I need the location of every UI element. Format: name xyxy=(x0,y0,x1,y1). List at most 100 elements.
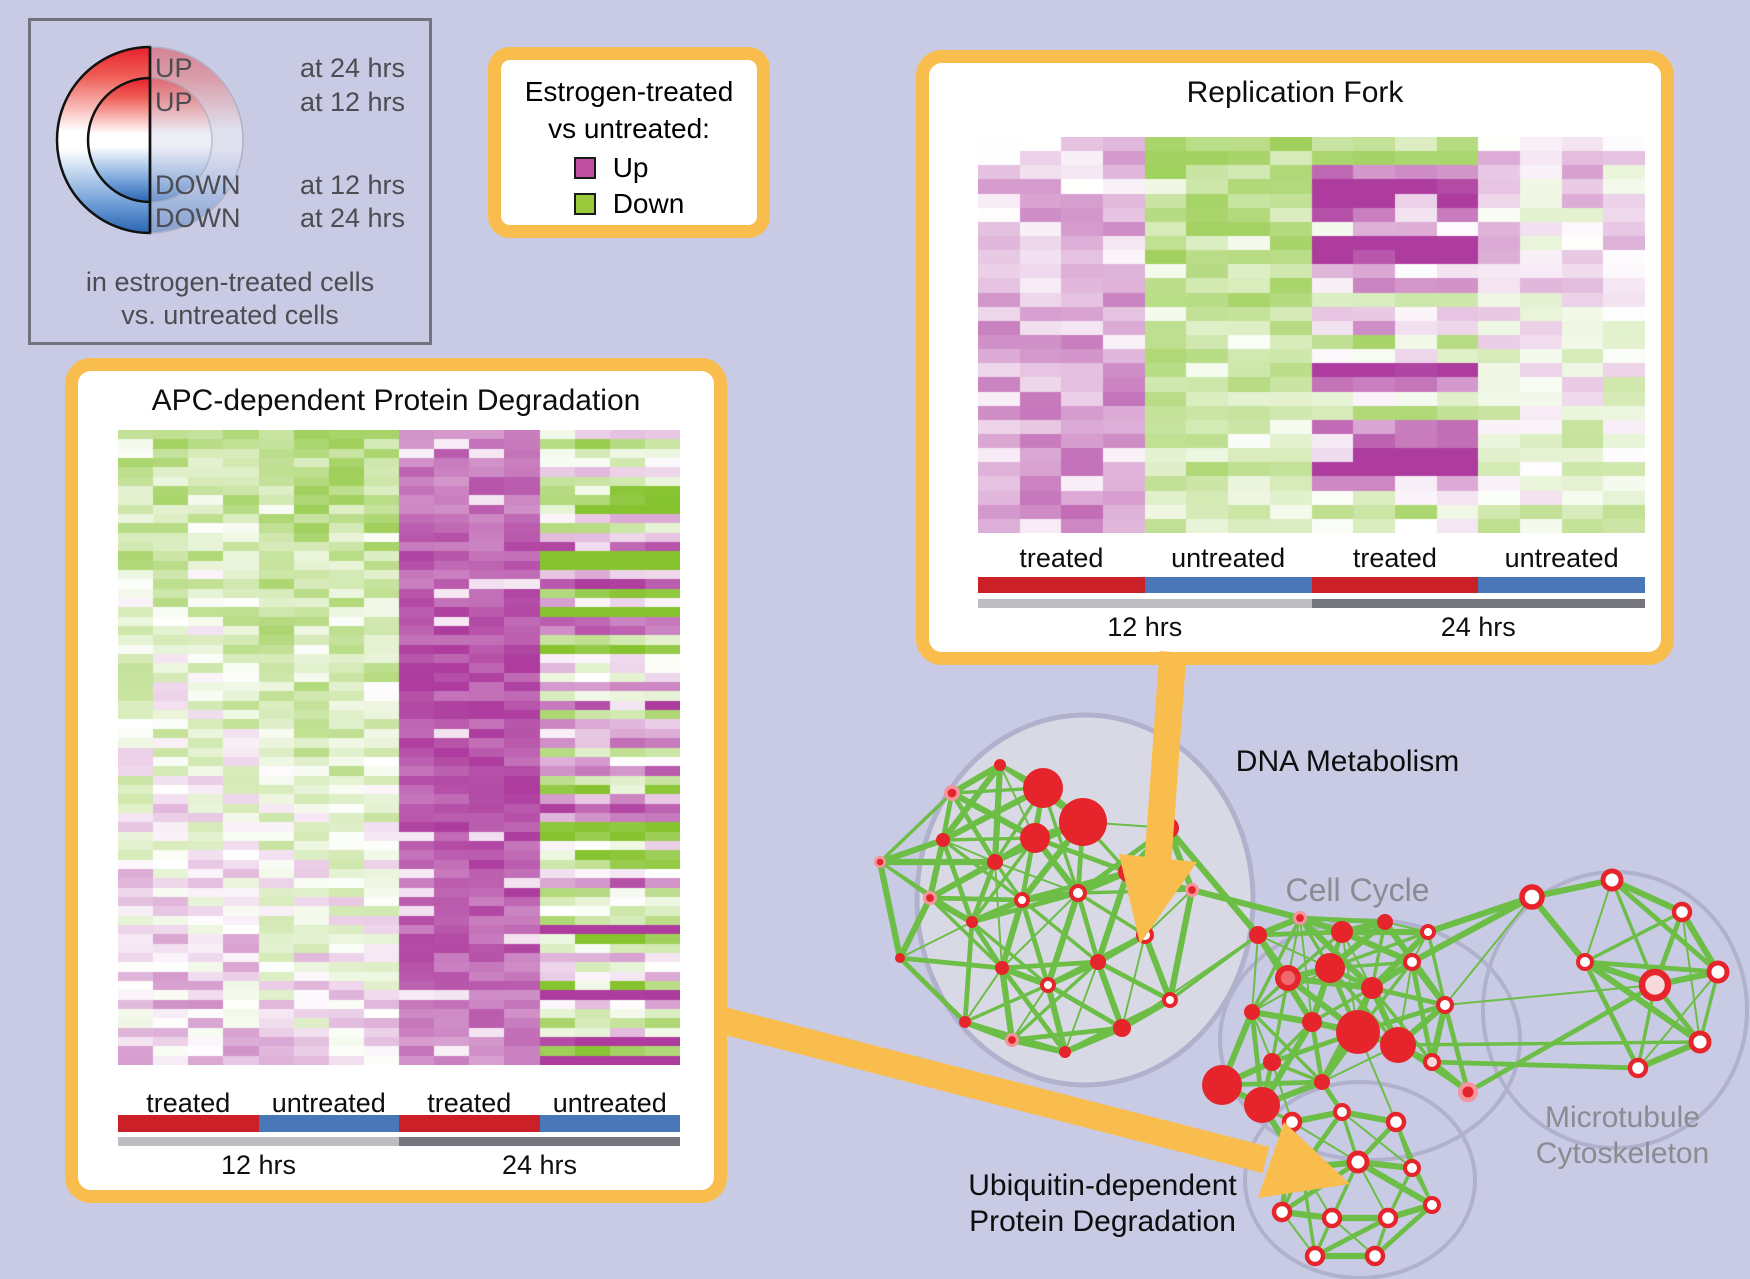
network-edge xyxy=(1582,960,1641,1070)
network-edge xyxy=(1313,1215,1390,1259)
legend-title-line2: vs untreated: xyxy=(548,113,710,144)
network-edge xyxy=(929,895,1023,903)
network-node-ring xyxy=(1069,884,1087,902)
network-node-solid xyxy=(1113,1019,1131,1037)
network-edge xyxy=(940,763,1003,842)
bar-12hrs xyxy=(118,1137,399,1146)
time-labels-row: 12 hrs 24 hrs xyxy=(978,612,1645,643)
network-edge xyxy=(1329,930,1429,970)
network-edge xyxy=(878,837,945,865)
ring-legend-box: UP at 24 hrs UP at 12 hrs DOWN at 12 hrs… xyxy=(28,18,432,345)
network-edge xyxy=(1309,1021,1325,1083)
network-node-lightcore-inner xyxy=(1280,970,1296,986)
time-color-bar xyxy=(118,1137,680,1146)
network-edge xyxy=(1371,985,1446,1008)
network-node-ring xyxy=(1671,901,1693,923)
network-edge xyxy=(1250,917,1302,1013)
cluster-label-text: Protein Degradation xyxy=(969,1205,1236,1238)
network-node-ring xyxy=(1403,1159,1421,1177)
time-color-bar xyxy=(978,599,1645,608)
bar-12hrs xyxy=(978,599,1312,608)
cluster-label-cell-cycle: Cell Cycle xyxy=(1235,872,1480,908)
network-edge xyxy=(1610,877,1684,915)
cluster-label-text: DNA Metabolism xyxy=(1235,745,1460,778)
network-edge xyxy=(1271,1061,1293,1123)
network-node-solid xyxy=(1314,1074,1330,1090)
direction-label: DOWN xyxy=(155,170,241,200)
network-node-solid xyxy=(1263,1053,1281,1071)
network-node-halo-core xyxy=(1462,1086,1474,1098)
network-node-solid xyxy=(1249,926,1267,944)
concentric-ring-legend-icon xyxy=(55,45,244,235)
network-node-solid xyxy=(1302,1012,1322,1032)
network-edge xyxy=(1428,1004,1449,1063)
network-node-ring xyxy=(1293,1159,1311,1177)
group-label: untreated xyxy=(1504,543,1619,573)
network-node-ring xyxy=(1346,1150,1370,1174)
network-node-ring xyxy=(1519,884,1545,910)
network-edge xyxy=(1000,965,1050,988)
network-node-halo-core xyxy=(1008,1036,1016,1044)
network-node-solid xyxy=(1202,1065,1242,1105)
network-node-ring xyxy=(1333,1103,1351,1121)
time-label: at 24 hrs xyxy=(299,203,405,233)
panel-title-apc: APC-dependent Protein Degradation xyxy=(151,384,641,417)
network-edge xyxy=(1584,959,1719,975)
network-node-solid xyxy=(936,833,950,847)
network-edge xyxy=(1431,1059,1639,1071)
network-node-ring xyxy=(1423,1196,1441,1214)
legend-items: Up Down xyxy=(573,150,684,222)
bar-24hrs xyxy=(399,1137,680,1146)
network-edge xyxy=(1356,1159,1434,1208)
network-node-solid xyxy=(994,759,1006,771)
group-label: treated xyxy=(1352,543,1437,573)
cluster-label-text: Cell Cycle xyxy=(1285,872,1430,908)
untreated-bar xyxy=(539,1115,680,1132)
legend-item-down: Down xyxy=(573,186,684,222)
inner-left-half xyxy=(86,76,152,204)
network-node-ring xyxy=(1436,996,1454,1014)
network-edge xyxy=(1529,895,1588,964)
network-edge xyxy=(928,896,1004,970)
network-edge xyxy=(950,762,1002,796)
inner-right-half xyxy=(149,77,213,203)
network-node-solid xyxy=(1023,768,1063,808)
network-node-solid xyxy=(1020,823,1050,853)
time-labels-row: 12 hrs 24 hrs xyxy=(118,1150,680,1181)
cluster-label-text: Cytoskeleton xyxy=(1535,1137,1710,1170)
network-node-solid xyxy=(1377,914,1393,930)
group-label: treated xyxy=(1019,543,1104,573)
direction-label: DOWN xyxy=(155,203,241,233)
network-edge xyxy=(1001,959,1099,971)
down-color-swatch xyxy=(573,193,596,215)
network-edge xyxy=(1299,917,1313,1023)
panel-title-replication-fork: Replication Fork xyxy=(1186,76,1404,109)
untreated-bar xyxy=(1144,577,1312,593)
direction-label: UP xyxy=(155,87,193,117)
network-node-ring xyxy=(1321,1207,1343,1229)
network-node-solid xyxy=(966,916,978,928)
network-edge xyxy=(1257,929,1343,938)
up-label: Up xyxy=(612,152,649,183)
time-label: at 24 hrs xyxy=(299,53,405,83)
group-label: treated xyxy=(146,1088,231,1118)
cluster-label-microtubule-cytoskeleton: Microtubule Cytoskeleton xyxy=(1490,1100,1750,1172)
network-edge xyxy=(1370,921,1387,989)
network-edge xyxy=(1373,1203,1434,1258)
ring-legend-row: DOWN at 12 hrs xyxy=(155,169,405,201)
treated-bar xyxy=(399,1115,540,1132)
time-label-12hrs: 12 hrs xyxy=(1107,612,1183,642)
network-edge xyxy=(1584,879,1613,963)
network-edge xyxy=(1466,982,1657,1095)
network-edge xyxy=(1679,910,1721,974)
network-node-solid xyxy=(1244,1087,1280,1123)
bar-24hrs xyxy=(1311,599,1645,608)
up-color-swatch xyxy=(573,157,596,179)
network-edge xyxy=(1426,931,1447,1006)
cluster-label-dna-metabolism: DNA Metabolism xyxy=(1185,744,1510,780)
network-edge xyxy=(1427,894,1533,935)
network-node-halo-core xyxy=(1188,886,1196,894)
network-edge xyxy=(1168,933,1260,1002)
cluster-label-text: Ubiquitin-dependent xyxy=(968,1169,1237,1202)
network-edge xyxy=(1637,971,1719,1069)
